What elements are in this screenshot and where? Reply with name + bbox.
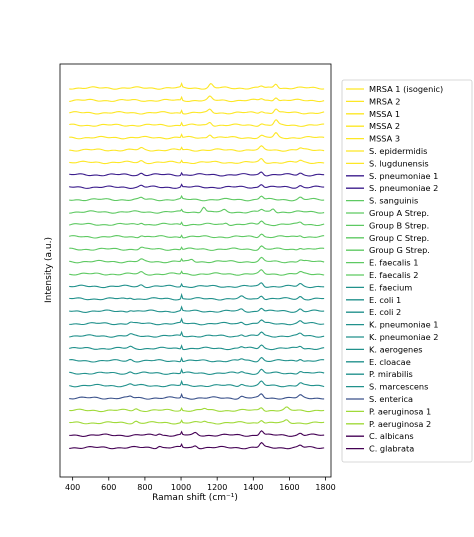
x-tick-label: 400 [65, 483, 80, 492]
x-tick-label: 800 [137, 483, 152, 492]
legend-label: Group B Strep. [369, 220, 429, 230]
series-line [69, 145, 325, 152]
legend-label: K. pneumoniae 2 [369, 332, 439, 342]
series-line [69, 356, 325, 363]
x-axis: 400 600 800 1000 1200 1400 1600 1800 [65, 477, 336, 492]
y-axis-label: Intensity (a.u.) [44, 237, 54, 303]
legend-label: C. albicans [369, 431, 414, 441]
legend-label: E. faecium [369, 282, 412, 292]
x-tick-label: 1600 [279, 483, 299, 492]
series-line [69, 256, 325, 264]
x-tick-label: 1800 [315, 483, 335, 492]
legend-label: K. aerogenes [369, 344, 423, 354]
series-line [69, 183, 325, 189]
legend-label: MRSA 2 [369, 96, 401, 106]
legend-label: Group C Strep. [369, 233, 429, 243]
legend-label: E. faecalis 2 [369, 270, 418, 280]
legend-label: S. enterica [369, 394, 413, 404]
series-line [69, 344, 325, 351]
legend: MRSA 1 (isogenic) MRSA 2 MSSA 1 MSSA 2 MSSA … [341, 79, 473, 463]
legend-label: Group A Strep. [369, 208, 429, 218]
series-line [69, 157, 325, 165]
series-layer [69, 81, 325, 450]
series-line [69, 132, 325, 140]
legend-label: MSSA 1 [369, 109, 400, 119]
series-line [69, 317, 325, 326]
x-tick-label: 1400 [243, 483, 263, 492]
x-tick-label: 600 [101, 483, 116, 492]
series-line [69, 282, 325, 289]
series-line [69, 245, 325, 251]
legend-label: C. glabrata [369, 444, 414, 454]
series-line [69, 379, 325, 388]
series-line [69, 233, 325, 239]
x-axis-label: Raman shift (cm⁻¹) [152, 493, 238, 503]
series-line [69, 206, 325, 214]
legend-label: S. pneumoniae 1 [369, 171, 438, 181]
legend-label: S. lugdunensis [369, 158, 429, 168]
legend-label: P. mirabilis [369, 369, 413, 379]
series-line [69, 108, 325, 115]
legend-label: E. cloacae [369, 357, 411, 367]
legend-label: S. epidermidis [369, 146, 427, 156]
series-line [69, 220, 325, 227]
series-line [69, 292, 325, 301]
series-line [69, 95, 325, 103]
legend-label: E. coli 2 [369, 307, 401, 317]
series-line [69, 406, 325, 413]
legend-label: S. marcescens [369, 382, 428, 392]
series-line [69, 392, 325, 400]
legend-label: MSSA 3 [369, 134, 400, 144]
legend-label: K. pneumoniae 1 [369, 320, 439, 330]
x-tick-label: 1000 [171, 483, 191, 492]
series-line [69, 269, 325, 276]
series-line [69, 119, 325, 127]
plot-frame [59, 63, 332, 478]
series-line [69, 171, 325, 177]
series-line [69, 368, 325, 375]
legend-label: E. faecalis 1 [369, 258, 418, 268]
series-line [69, 81, 325, 90]
series-line [69, 330, 325, 338]
series-line [69, 441, 325, 450]
legend-label: P. aeruginosa 2 [369, 419, 431, 429]
legend-frame [341, 79, 473, 463]
x-tick-label: 1200 [207, 483, 227, 492]
series-line [69, 430, 325, 437]
series-line [69, 305, 325, 313]
series-line [69, 194, 325, 202]
legend-label: S. pneumoniae 2 [369, 183, 438, 193]
legend-label: P. aeruginosa 1 [369, 406, 431, 416]
legend-label: MRSA 1 (isogenic) [369, 84, 443, 94]
legend-label: E. coli 1 [369, 295, 401, 305]
series-line [69, 419, 325, 425]
legend-label: Group G Strep. [369, 245, 430, 255]
legend-label: S. sanguinis [369, 196, 418, 206]
legend-label: MSSA 2 [369, 121, 400, 131]
